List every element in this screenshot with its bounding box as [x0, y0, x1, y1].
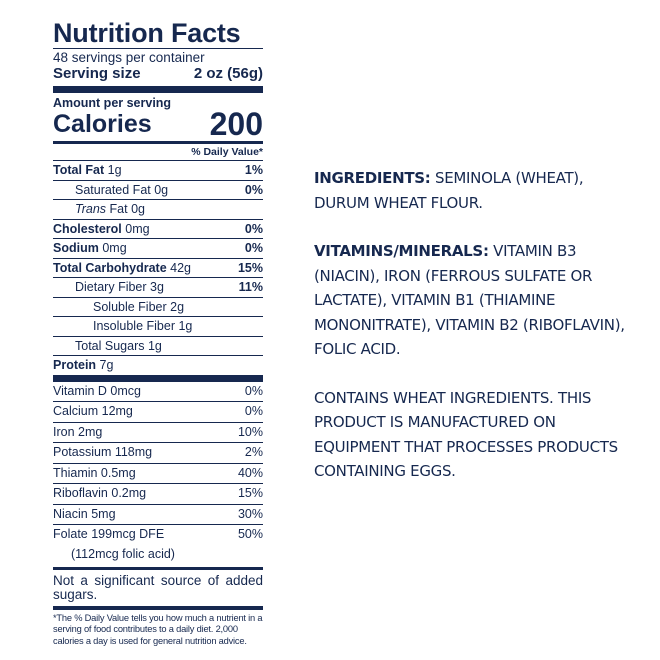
nutrient-row-cholesterol: Cholesterol 0mg 0% — [53, 218, 263, 239]
nutrient-amount: 0g — [154, 182, 169, 197]
micronutrient-dv: 0% — [244, 404, 263, 418]
added-sugars-note: Not a significant source of added sugars… — [53, 572, 263, 602]
divider-thick — [53, 86, 263, 93]
micronutrient-dv: 2% — [244, 445, 263, 459]
nutrient-row-total-carbohydrate: Total Carbohydrate 42g 15% — [53, 257, 263, 278]
nutrient-dv: 11% — [238, 280, 263, 294]
micronutrient-dv: 0% — [244, 383, 263, 398]
divider-medium — [53, 141, 263, 144]
nutrient-row-sodium: Sodium 0mg 0% — [53, 238, 263, 258]
nutrient-name: Total Carbohydrate — [53, 260, 167, 275]
micronutrient-row-folate: Folate 199mcg DFE 50% — [53, 524, 263, 545]
ingredients-text: SEMINOLA (WHEAT), DURUM WHEAT FLOUR. — [314, 169, 584, 212]
nutrient-amount: 0g — [131, 202, 145, 216]
nutrient-amount: 1g — [178, 319, 193, 333]
nutrient-name-suffix: Fat — [106, 202, 128, 216]
nutrient-name: Total Fat — [53, 163, 105, 177]
nutrient-row-trans-fat: Trans Fat 0g — [53, 199, 263, 219]
nutrient-dv: 15% — [237, 260, 263, 275]
micronutrient-row-niacin: Niacin 5mg 30% — [53, 503, 263, 525]
nutrient-amount: 3g — [150, 280, 164, 294]
vitamins-paragraph: VITAMINS/MINERALS: VITAMIN B3 (NIACIN), … — [314, 239, 634, 362]
vitamins-heading: VITAMINS/MINERALS: — [314, 242, 489, 260]
nutrient-amount: 1g — [147, 338, 162, 353]
nutrient-name: Cholesterol — [53, 221, 122, 236]
amount-per-serving: Amount per serving — [53, 96, 172, 110]
nutrient-amount: 0mg — [102, 241, 127, 255]
micronutrient-dv: 50% — [237, 527, 263, 541]
serving-size-value: 2 oz (56g) — [193, 65, 263, 82]
micronutrient-name: Folate 199mcg DFE — [53, 527, 165, 541]
nutrient-amount: 7g — [99, 358, 114, 372]
calories-row: Calories 200 — [53, 106, 263, 142]
nutrient-name: Soluble Fiber — [93, 299, 167, 314]
micronutrient-name: Vitamin D 0mcg — [53, 383, 141, 398]
micronutrient-name: Thiamin 0.5mg — [53, 465, 136, 480]
micronutrient-name: Iron 2mg — [53, 424, 103, 439]
divider — [53, 48, 263, 49]
servings-per-container: 48 servings per container — [53, 50, 205, 65]
micronutrient-dv: 10% — [237, 424, 263, 439]
label-title: Nutrition Facts — [53, 18, 241, 48]
micronutrient-dv: 15% — [237, 486, 263, 500]
nutrient-name: Total Sugars — [75, 338, 145, 353]
nutrient-name: Trans — [75, 202, 107, 216]
calories-label: Calories — [53, 110, 152, 138]
ingredients-paragraph: INGREDIENTS: SEMINOLA (WHEAT), DURUM WHE… — [314, 166, 634, 215]
micronutrient-row-calcium: Calcium 12mg 0% — [53, 401, 263, 422]
allergen-statement: CONTAINS WHEAT INGREDIENTS. THIS PRODUCT… — [314, 388, 618, 481]
micronutrient-row-vitamin-d: Vitamin D 0mcg 0% — [53, 382, 263, 402]
ingredients-heading: INGREDIENTS: — [314, 169, 431, 187]
nutrient-row-soluble-fiber: Soluble Fiber 2g — [53, 296, 263, 317]
nutrient-row-total-fat: Total Fat 1g 1% — [53, 160, 263, 180]
vitamins-text: VITAMIN B3 (NIACIN), IRON (FERROUS SULFA… — [314, 242, 625, 358]
micronutrient-row-riboflavin: Riboflavin 0.2mg 15% — [53, 483, 263, 504]
nutrient-name: Sodium — [53, 241, 99, 255]
nutrient-name: Dietary Fiber — [75, 280, 147, 294]
nutrient-amount: 0mg — [125, 221, 150, 236]
divider-medium — [53, 566, 263, 570]
nutrient-dv: 0% — [244, 182, 263, 197]
nutrient-row-insoluble-fiber: Insoluble Fiber 1g — [53, 316, 263, 336]
folic-acid-note: (112mcg folic acid) — [71, 546, 175, 561]
micronutrient-row-thiamin: Thiamin 0.5mg 40% — [53, 462, 263, 484]
serving-size-label: Serving size — [53, 65, 141, 82]
nutrient-dv: 0% — [244, 241, 263, 255]
nutrient-row-total-sugars: Total Sugars 1g — [53, 335, 263, 356]
daily-value-header: % Daily Value* — [191, 146, 263, 158]
nutrient-row-dietary-fiber: Dietary Fiber 3g 11% — [53, 277, 263, 297]
nutrient-amount: 1g — [107, 163, 122, 177]
micronutrient-row-potassium: Potassium 118mg 2% — [53, 442, 263, 463]
micronutrient-dv: 40% — [237, 465, 263, 480]
micronutrient-dv: 30% — [237, 506, 263, 521]
micronutrient-name: Niacin 5mg — [53, 506, 116, 521]
divider-thick — [53, 374, 263, 382]
divider-thick — [53, 605, 263, 610]
ingredients-panel: INGREDIENTS: SEMINOLA (WHEAT), DURUM WHE… — [314, 166, 634, 508]
nutrient-row-protein: Protein 7g — [53, 355, 263, 375]
nutrient-name: Saturated Fat — [75, 182, 151, 197]
micronutrient-row-iron: Iron 2mg 10% — [53, 421, 263, 443]
nutrient-dv: 0% — [244, 221, 263, 236]
micronutrient-name: Riboflavin 0.2mg — [53, 486, 147, 500]
nutrient-name: Insoluble Fiber — [93, 319, 175, 333]
nutrient-amount: 2g — [170, 299, 185, 314]
micronutrient-name: Potassium 118mg — [53, 445, 153, 459]
nutrient-dv: 1% — [244, 163, 263, 177]
micronutrient-name: Calcium 12mg — [53, 404, 133, 418]
serving-size: Serving size 2 oz (56g) — [53, 65, 263, 83]
nutrient-row-saturated-fat: Saturated Fat 0g 0% — [53, 179, 263, 200]
calories-value: 200 — [209, 106, 263, 142]
nutrition-facts-label: Nutrition Facts 48 servings per containe… — [53, 18, 263, 647]
daily-value-footnote: *The % Daily Value tells you how much a … — [53, 612, 263, 646]
nutrient-name: Protein — [53, 358, 97, 372]
nutrient-amount: 42g — [170, 260, 192, 275]
